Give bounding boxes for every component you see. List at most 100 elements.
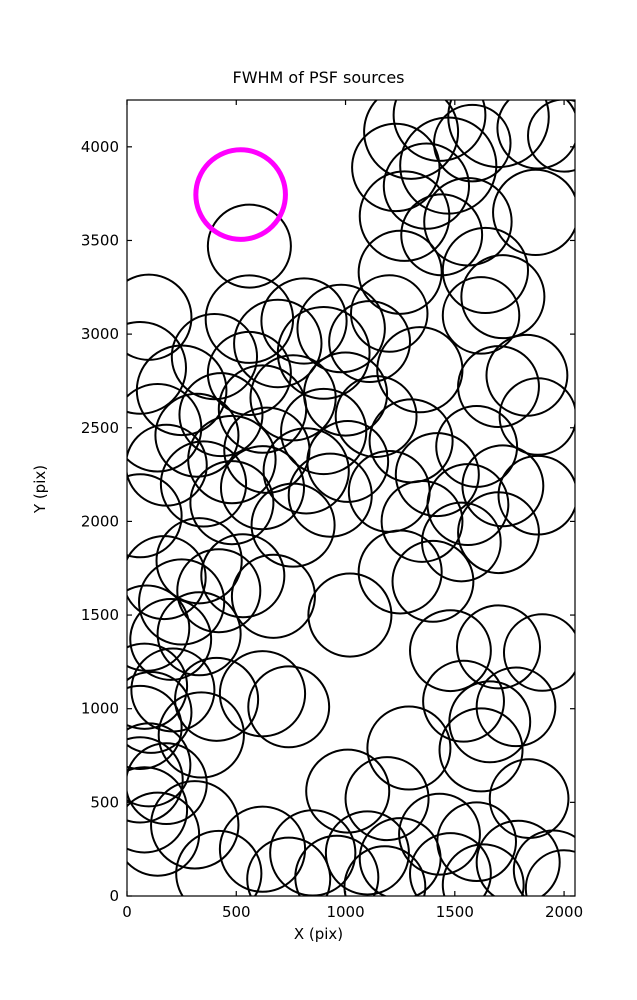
psf-source-circle — [276, 305, 371, 400]
psf-source-circle — [398, 792, 481, 876]
psf-source-circle — [129, 597, 213, 681]
x-axis-label: X (pix) — [293, 925, 344, 943]
psf-source-circle — [127, 766, 189, 854]
psf-source-circle — [305, 748, 391, 834]
psf-source-circle — [343, 845, 427, 896]
y-tick-label: 2500 — [81, 419, 119, 437]
psf-source-circle — [441, 276, 521, 355]
psf-source-circle — [157, 691, 245, 779]
psf-source-circle — [502, 613, 575, 692]
psf-source-circle — [127, 535, 207, 621]
axis-ticks: 0 500 1000 1500 2000 0 500 1000 1500 2000 2500 3000… — [81, 100, 583, 921]
psf-source-circle — [156, 591, 242, 677]
x-tick-label: 1500 — [436, 903, 474, 921]
psf-source-circle — [475, 819, 561, 896]
psf-source-circle — [380, 479, 464, 563]
psf-source-circle — [262, 427, 350, 515]
psf-source-circle — [351, 122, 441, 213]
psf-source-circle — [358, 817, 442, 896]
psf-source-circle — [233, 298, 323, 389]
psf-source-circle — [206, 203, 292, 289]
psf-source-circle — [457, 345, 540, 428]
psf-source-circle — [127, 736, 184, 824]
psf-source-circle — [524, 849, 575, 896]
psf-source-circle — [492, 168, 575, 256]
psf-source-circle — [269, 809, 357, 896]
y-tick-label: 1500 — [81, 606, 119, 624]
psf-source-circle — [394, 432, 480, 518]
psf-source-circle — [175, 829, 263, 896]
psf-source-circle — [363, 100, 460, 180]
psf-source-circle — [206, 330, 292, 416]
psf-source-circle — [280, 387, 368, 476]
x-tick-label: 2000 — [545, 903, 583, 921]
psf-source-circle — [441, 226, 530, 315]
psf-source-circle — [193, 147, 288, 242]
psf-source-circle — [127, 423, 208, 507]
psf-source-circle — [344, 756, 430, 842]
x-tick-label: 500 — [222, 903, 251, 921]
psf-source-circle — [366, 705, 452, 791]
y-tick-label: 2000 — [81, 512, 119, 530]
psf-source-circle — [174, 656, 260, 742]
psf-source-circle — [246, 836, 332, 896]
psf-source-circle — [475, 666, 557, 748]
psf-source-circle — [219, 445, 306, 531]
y-tick-label: 3000 — [81, 325, 119, 343]
psf-source-circle — [328, 300, 412, 384]
psf-source-circle — [347, 450, 431, 533]
psf-source-circle — [350, 274, 429, 353]
psf-source-circle — [170, 312, 259, 401]
y-tick-label: 4000 — [81, 138, 119, 156]
y-tick-label: 500 — [90, 793, 119, 811]
psf-source-circles — [127, 100, 575, 896]
psf-source-circle — [127, 473, 183, 559]
psf-source-circle — [334, 375, 418, 458]
psf-source-circle — [433, 103, 512, 183]
psf-source-circle — [409, 832, 492, 896]
psf-source-circle — [455, 604, 542, 690]
plot-border — [126, 99, 576, 897]
psf-source-circle — [260, 277, 348, 365]
psf-source-circle — [127, 684, 183, 770]
psf-source-circle — [218, 650, 307, 738]
psf-source-circle — [189, 460, 275, 546]
y-tick-label: 3500 — [81, 231, 119, 249]
psf-source-circle — [399, 116, 498, 215]
psf-source-circle — [512, 829, 575, 896]
psf-source-circle — [294, 834, 380, 896]
psf-source-circle — [422, 659, 505, 743]
psf-source-circle — [176, 548, 262, 634]
psf-source-circle — [127, 722, 192, 808]
psf-source-circle — [187, 414, 277, 505]
psf-source-circle — [409, 609, 492, 693]
psf-source-circle — [155, 517, 243, 605]
psf-source-circle — [159, 440, 248, 528]
psf-source-circle — [457, 491, 540, 575]
psf-source-circle — [127, 791, 201, 877]
psf-source-circle — [307, 572, 393, 658]
psf-source-circle — [218, 805, 307, 893]
axes-frame — [126, 99, 576, 897]
psf-source-circle — [154, 392, 240, 478]
y-axis-label: Y (pix) — [31, 464, 49, 514]
psf-source-circle — [296, 283, 386, 374]
y-tick-label: 0 — [109, 887, 119, 905]
psf-source-circle — [127, 671, 193, 754]
psf-source-circle — [250, 482, 336, 568]
psf-source-circle — [127, 273, 193, 361]
psf-source-circle — [497, 454, 575, 536]
psf-source-circle — [247, 665, 331, 749]
psf-source-circle — [200, 533, 286, 619]
psf-source-circle — [438, 707, 524, 793]
psf-source-circle — [287, 452, 373, 538]
psf-source-circle — [358, 170, 451, 262]
x-tick-label: 0 — [122, 903, 132, 921]
x-tick-label: 1000 — [326, 903, 364, 921]
psf-source-circle — [127, 742, 208, 826]
psf-source-circle — [127, 320, 187, 415]
psf-source-circle — [488, 758, 570, 839]
psf-source-circle — [150, 780, 240, 870]
psf-source-circle — [357, 529, 443, 615]
